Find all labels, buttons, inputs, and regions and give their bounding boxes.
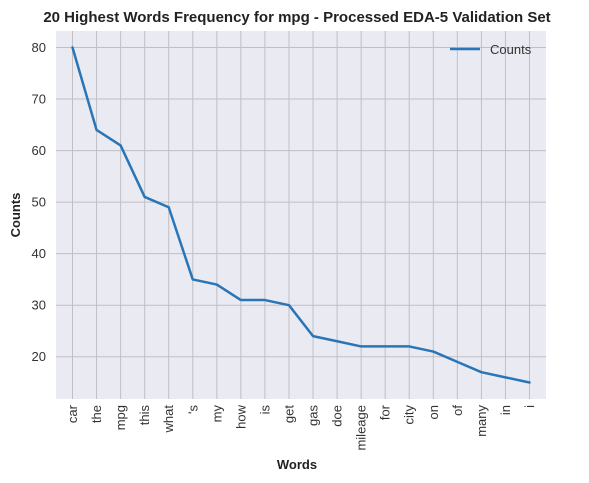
x-tick-label: get — [281, 405, 296, 423]
y-tick-label: 50 — [32, 195, 46, 210]
x-tick-label: i — [522, 405, 537, 408]
grid-lines — [56, 31, 546, 399]
x-tick-label: mpg — [113, 405, 128, 430]
x-tick-label: of — [450, 405, 465, 416]
x-tick-label: in — [498, 405, 513, 415]
x-tick-label: doe — [330, 405, 345, 427]
chart-title: 20 Highest Words Frequency for mpg - Pro… — [43, 9, 550, 26]
y-tick-label: 30 — [32, 298, 46, 313]
y-tick-label: 40 — [32, 246, 46, 261]
x-tick-label: is — [257, 405, 272, 415]
series-layer — [71, 46, 531, 384]
x-tick-label: car — [65, 404, 80, 423]
y-tick-label: 70 — [32, 92, 46, 107]
x-tick-label: what — [161, 405, 176, 434]
x-tick-label: many — [474, 405, 489, 437]
x-tick-label: for — [378, 404, 393, 420]
x-tick-label: mileage — [354, 405, 369, 451]
y-tick-label: 80 — [32, 40, 46, 55]
legend-label-counts: Counts — [490, 42, 532, 57]
x-tick-label: 's — [185, 405, 200, 414]
x-tick-label: gas — [306, 405, 321, 426]
x-tick-label: how — [233, 404, 248, 428]
y-tick-label: 20 — [32, 349, 46, 364]
x-tick-label: the — [89, 405, 104, 423]
x-tick-label: this — [137, 405, 152, 426]
legend: Counts — [450, 42, 532, 57]
plot-area — [56, 31, 546, 399]
y-axis-label: Counts — [8, 193, 23, 238]
x-axis-ticks: car the mpg this what 's my how is get gas doe milea… — [65, 404, 537, 450]
x-tick-label: city — [402, 405, 417, 425]
x-tick-label: my — [209, 405, 224, 423]
x-tick-label: on — [426, 405, 441, 419]
y-axis-ticks: 20 30 40 50 60 70 80 — [32, 40, 46, 364]
y-tick-label: 60 — [32, 143, 46, 158]
x-axis-label: Words — [277, 457, 317, 472]
series-line-counts — [71, 46, 531, 384]
